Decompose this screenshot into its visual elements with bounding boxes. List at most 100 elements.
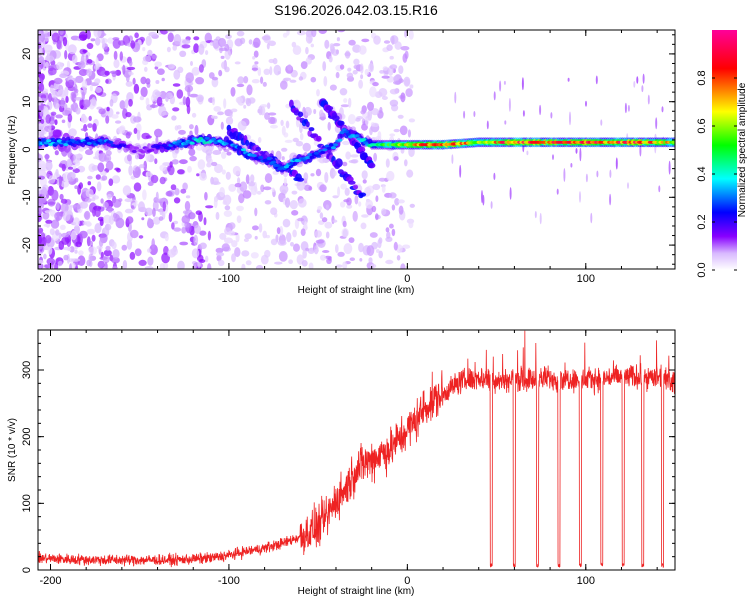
streak bbox=[668, 160, 671, 175]
ridge-blob bbox=[140, 150, 146, 154]
noise-speckle bbox=[98, 108, 106, 115]
noise-speckle bbox=[189, 212, 196, 220]
noise-speckle bbox=[112, 249, 120, 259]
noise-speckle bbox=[67, 75, 73, 79]
branch-blob bbox=[305, 121, 310, 128]
noise-speckle bbox=[381, 208, 387, 216]
noise-speckle bbox=[283, 177, 287, 186]
streak bbox=[539, 212, 542, 225]
noise-speckle bbox=[302, 249, 307, 259]
noise-speckle bbox=[89, 85, 93, 92]
ridge-blob bbox=[330, 146, 337, 150]
branch-blob bbox=[325, 105, 334, 111]
noise-speckle bbox=[199, 172, 208, 181]
noise-speckle bbox=[364, 68, 369, 76]
noise-speckle bbox=[296, 30, 306, 36]
noise-speckle bbox=[73, 217, 80, 227]
noise-speckle bbox=[132, 77, 136, 85]
noise-speckle bbox=[155, 191, 159, 203]
y-tick-label: 0 bbox=[21, 146, 33, 152]
noise-speckle bbox=[71, 154, 80, 164]
spectrogram-frame bbox=[37, 29, 676, 270]
noise-speckle bbox=[408, 220, 414, 229]
noise-speckle bbox=[271, 187, 275, 193]
noise-speckle bbox=[122, 185, 132, 196]
noise-speckle bbox=[107, 206, 113, 213]
noise-speckle bbox=[75, 75, 84, 84]
noise-speckle bbox=[269, 66, 273, 76]
noise-speckle bbox=[80, 115, 88, 124]
streak bbox=[509, 187, 512, 200]
noise-speckle bbox=[136, 129, 141, 141]
noise-speckle bbox=[246, 84, 253, 96]
streak bbox=[522, 110, 525, 117]
y-tick-label: -20 bbox=[21, 237, 33, 253]
noise-speckle bbox=[161, 77, 165, 82]
noise-speckle bbox=[260, 184, 265, 193]
noise-speckle bbox=[364, 186, 371, 197]
ridge-blob bbox=[108, 140, 114, 144]
noise-speckle bbox=[304, 221, 308, 230]
noise-speckle bbox=[128, 98, 133, 107]
noise-speckle bbox=[182, 210, 189, 214]
noise-speckle bbox=[391, 204, 396, 211]
noise-speckle bbox=[113, 50, 118, 61]
noise-speckle bbox=[71, 171, 76, 179]
noise-speckle bbox=[85, 220, 91, 226]
noise-speckle bbox=[293, 243, 300, 252]
noise-speckle bbox=[95, 174, 101, 180]
noise-speckle bbox=[131, 205, 135, 209]
noise-speckle bbox=[144, 266, 154, 269]
ridge-blob bbox=[129, 145, 135, 149]
noise-speckle bbox=[133, 83, 140, 94]
spectrogram-xlabel: Height of straight line (km) bbox=[298, 285, 415, 296]
noise-speckle bbox=[245, 174, 250, 185]
snr-frame bbox=[37, 329, 676, 571]
noise-speckle bbox=[282, 32, 288, 38]
x-tick-label: 0 bbox=[404, 273, 410, 285]
noise-speckle bbox=[157, 68, 165, 75]
noise-speckle bbox=[71, 258, 81, 262]
noise-speckle bbox=[197, 159, 206, 170]
noise-speckle bbox=[154, 158, 158, 165]
noise-speckle bbox=[359, 258, 363, 262]
noise-speckle bbox=[134, 32, 139, 39]
noise-speckle bbox=[360, 63, 364, 74]
noise-speckle bbox=[85, 188, 94, 198]
x-tick-label: -100 bbox=[218, 575, 240, 587]
noise-speckle bbox=[332, 195, 339, 199]
noise-speckle bbox=[321, 217, 328, 223]
noise-speckle bbox=[369, 232, 378, 238]
noise-speckle bbox=[322, 250, 330, 253]
noise-speckle bbox=[377, 238, 382, 249]
noise-speckle bbox=[337, 186, 341, 197]
noise-speckle bbox=[147, 181, 154, 186]
streak bbox=[481, 190, 483, 203]
noise-speckle bbox=[211, 96, 216, 106]
noise-speckle bbox=[224, 48, 231, 60]
noise-speckle bbox=[211, 76, 219, 81]
noise-speckle bbox=[360, 222, 367, 230]
noise-speckle bbox=[58, 175, 63, 186]
noise-speckle bbox=[230, 108, 238, 113]
noise-speckle bbox=[81, 79, 88, 91]
noise-speckle bbox=[126, 66, 136, 71]
noise-speckle bbox=[260, 254, 269, 265]
noise-speckle bbox=[38, 259, 44, 265]
streak bbox=[636, 76, 639, 84]
y-tick-label: 300 bbox=[21, 361, 33, 379]
noise-speckle bbox=[342, 161, 348, 167]
noise-speckle bbox=[194, 224, 201, 234]
noise-speckle bbox=[51, 189, 59, 201]
noise-speckle bbox=[223, 210, 233, 218]
noise-speckle bbox=[66, 158, 72, 167]
ridge-blob bbox=[345, 132, 352, 136]
noise-speckle bbox=[337, 30, 346, 33]
streak bbox=[490, 201, 493, 209]
noise-speckle bbox=[70, 91, 77, 102]
noise-speckle bbox=[378, 177, 386, 182]
streak bbox=[499, 80, 502, 92]
noise-speckle bbox=[166, 30, 176, 33]
noise-speckle bbox=[38, 160, 47, 172]
noise-speckle bbox=[60, 180, 70, 188]
